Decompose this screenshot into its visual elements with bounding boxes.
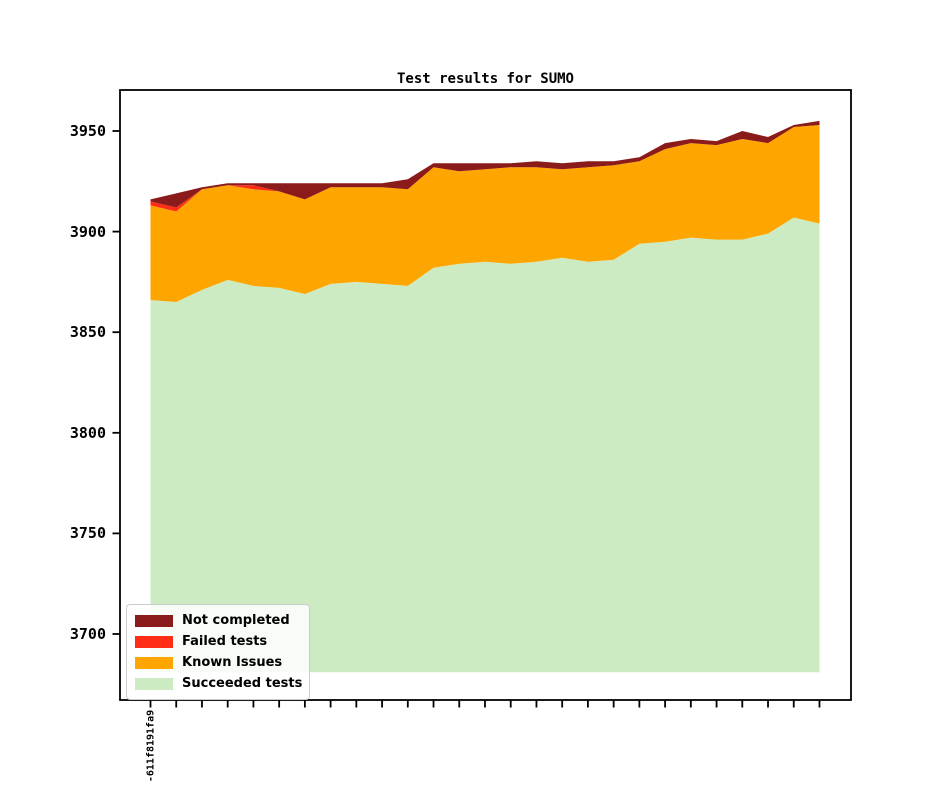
legend-item: Failed tests [135, 631, 301, 652]
legend-item: Not completed [135, 610, 301, 631]
legend-label: Not completed [182, 613, 290, 628]
legend-swatch-icon [135, 635, 173, 648]
area-not-completed [150, 120, 820, 208]
legend-swatch-icon [135, 677, 173, 690]
legend-swatch-icon [135, 656, 173, 669]
legend-item: Known Issues [135, 652, 301, 673]
legend-label: Known Issues [182, 655, 283, 670]
y-tick-label: 3850 [69, 323, 106, 342]
legend-swatch-icon [135, 614, 173, 627]
legend-label: Succeeded tests [182, 676, 303, 691]
legend-label: Failed tests [182, 634, 268, 649]
area-known-issues [150, 125, 820, 302]
y-tick-label: 3900 [69, 222, 106, 241]
legend-item: Succeeded tests [135, 673, 303, 694]
chart-title: Test results for SUMO [396, 71, 574, 87]
x-tick-label: -611f8191fa9 [145, 709, 157, 783]
y-tick-label: 3950 [69, 122, 106, 140]
legend: Not completed Failed tests Known Issues Suc… [126, 604, 310, 700]
y-tick-label: 3750 [69, 524, 106, 543]
area-succeeded-tests [150, 217, 820, 673]
y-tick-label: 3700 [69, 625, 106, 643]
y-tick-label: 3800 [69, 423, 106, 442]
